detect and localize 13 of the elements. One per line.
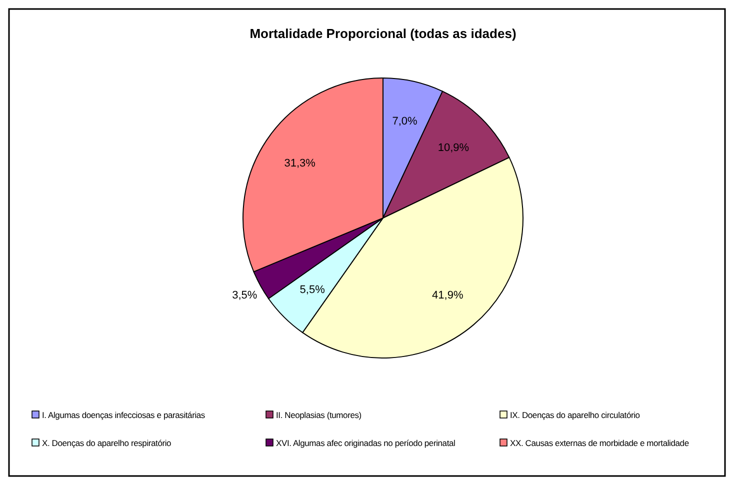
data-label: 7,0%: [392, 115, 418, 128]
legend-label: I. Algumas doenças infecciosas e parasitárias: [42, 410, 205, 420]
legend-label: II. Neoplasias (tumores): [276, 410, 362, 420]
data-label: 10,9%: [438, 142, 470, 154]
data-label: 3,5%: [232, 289, 258, 302]
legend-label: XX. Causas externas de morbidade e mortalidade: [510, 438, 690, 448]
data-label: 41,9%: [432, 289, 464, 302]
legend-label: XVI. Algumas afec originadas no período perinatal: [276, 438, 456, 448]
data-label: 5,5%: [300, 284, 326, 296]
chart-title: Mortalidade Proporcional (todas as idades): [250, 26, 516, 41]
legend-label: IX. Doenças do aparelho circulatório: [510, 410, 640, 420]
legend-label: X. Doenças do aparelho respiratório: [42, 438, 172, 448]
data-label: 31,3%: [284, 157, 316, 170]
